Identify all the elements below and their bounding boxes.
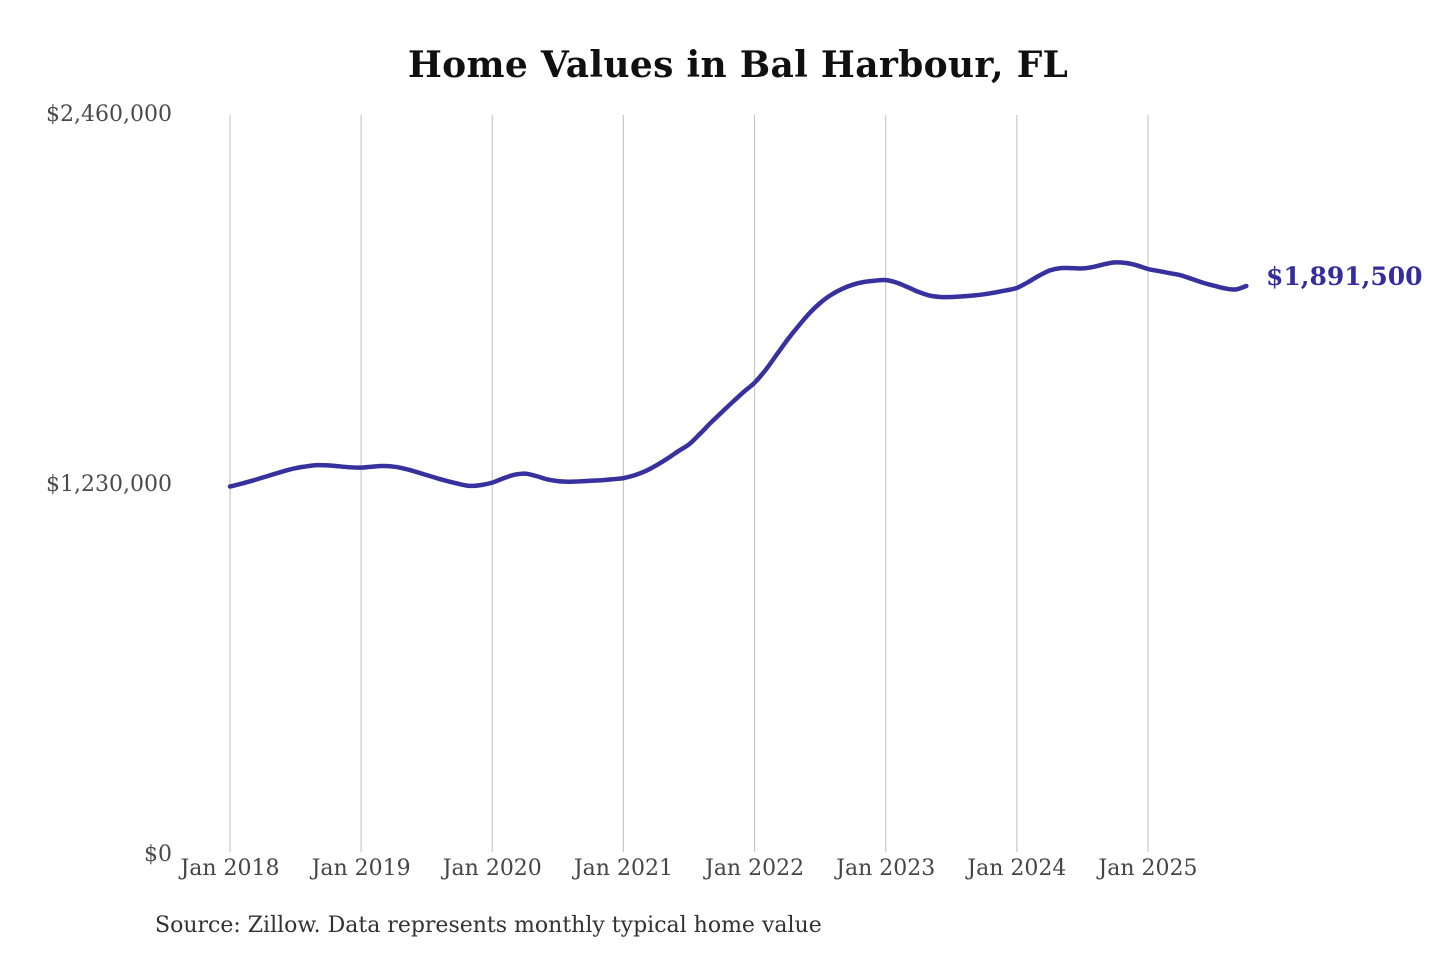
latest-value-label: $1,891,500 [1266, 262, 1423, 291]
x-axis-label: Jan 2020 [442, 856, 542, 881]
x-axis-label: Jan 2018 [180, 856, 280, 881]
y-axis-label: $0 [144, 842, 172, 867]
gridlines [229, 115, 1149, 852]
y-axis-label: $2,460,000 [46, 102, 172, 127]
x-axis-label: Jan 2021 [573, 856, 673, 881]
chart-title: Home Values in Bal Harbour, FL [407, 44, 1069, 86]
home-value-line [227, 260, 1249, 489]
y-axis-label: $1,230,000 [46, 472, 172, 497]
x-axis-label: Jan 2022 [705, 856, 805, 881]
source-note: Source: Zillow. Data represents monthly … [155, 913, 822, 938]
x-axis-label: Jan 2019 [311, 856, 411, 881]
x-axis-label: Jan 2023 [836, 856, 936, 881]
x-axis-label: Jan 2024 [967, 856, 1067, 881]
x-axis-label: Jan 2025 [1098, 856, 1198, 881]
